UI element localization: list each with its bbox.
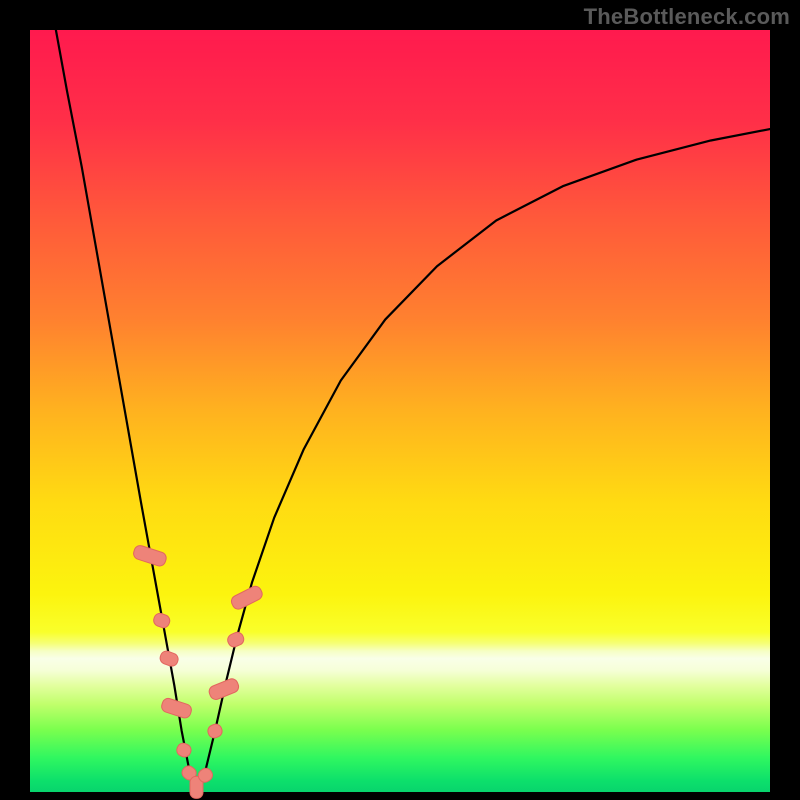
bottleneck-chart-svg (0, 0, 800, 800)
plot-area (30, 30, 770, 792)
chart-stage: TheBottleneck.com (0, 0, 800, 800)
watermark-text: TheBottleneck.com (584, 4, 790, 30)
